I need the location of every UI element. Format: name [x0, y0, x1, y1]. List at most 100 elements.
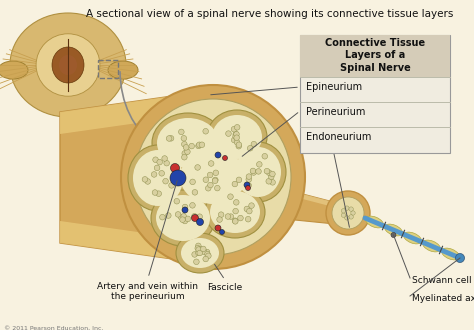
Circle shape [203, 256, 209, 262]
Circle shape [246, 182, 251, 188]
Circle shape [170, 170, 186, 186]
Circle shape [212, 178, 218, 183]
Circle shape [181, 136, 187, 141]
Polygon shape [295, 192, 345, 225]
Circle shape [233, 134, 239, 140]
Polygon shape [60, 90, 215, 134]
Ellipse shape [36, 34, 100, 96]
Circle shape [153, 157, 158, 162]
Circle shape [234, 131, 239, 137]
Ellipse shape [180, 150, 246, 204]
Ellipse shape [442, 248, 459, 260]
Circle shape [255, 169, 261, 174]
Circle shape [159, 171, 164, 176]
Text: © 2011 Pearson Education, Inc.: © 2011 Pearson Education, Inc. [4, 326, 103, 330]
Circle shape [226, 131, 231, 136]
Text: Fascicle: Fascicle [207, 283, 243, 292]
Circle shape [215, 185, 220, 191]
Circle shape [166, 136, 172, 141]
Circle shape [208, 182, 213, 188]
Circle shape [196, 143, 201, 149]
Circle shape [391, 233, 396, 238]
Circle shape [231, 137, 237, 143]
Circle shape [270, 180, 275, 185]
Circle shape [345, 206, 349, 210]
Circle shape [236, 142, 242, 148]
Circle shape [231, 126, 237, 132]
Circle shape [192, 252, 197, 257]
Text: Schwann cell: Schwann cell [412, 276, 472, 285]
Circle shape [264, 168, 270, 174]
Ellipse shape [108, 61, 138, 79]
Ellipse shape [152, 113, 224, 173]
Circle shape [178, 214, 184, 220]
Circle shape [197, 142, 202, 148]
Circle shape [152, 190, 158, 195]
Circle shape [349, 215, 353, 219]
Circle shape [228, 194, 233, 199]
Text: Artery and vein within
the perineurium: Artery and vein within the perineurium [98, 282, 199, 301]
Circle shape [270, 171, 275, 177]
Circle shape [182, 218, 188, 224]
Circle shape [160, 214, 165, 220]
Circle shape [207, 172, 213, 178]
Circle shape [233, 218, 238, 224]
Circle shape [189, 143, 194, 149]
Ellipse shape [176, 233, 224, 273]
Circle shape [233, 131, 238, 137]
Polygon shape [60, 221, 215, 265]
Ellipse shape [10, 13, 126, 117]
Circle shape [341, 209, 346, 213]
Circle shape [162, 156, 167, 161]
Circle shape [222, 155, 228, 160]
Ellipse shape [151, 190, 215, 246]
Circle shape [205, 251, 210, 257]
Circle shape [169, 182, 174, 188]
Ellipse shape [128, 145, 188, 211]
Ellipse shape [235, 147, 281, 197]
Circle shape [262, 153, 267, 159]
Circle shape [215, 225, 221, 231]
Circle shape [237, 215, 243, 221]
Ellipse shape [326, 191, 370, 235]
Text: Myelinated axon: Myelinated axon [412, 294, 474, 303]
Circle shape [234, 135, 239, 141]
Ellipse shape [205, 186, 265, 238]
Circle shape [201, 246, 206, 252]
Text: A sectional view of a spinal nerve showing its connective tissue layers: A sectional view of a spinal nerve showi… [86, 9, 454, 19]
Circle shape [180, 216, 186, 222]
Circle shape [180, 217, 185, 222]
Circle shape [244, 206, 250, 212]
Circle shape [154, 165, 160, 171]
Circle shape [190, 179, 195, 185]
Circle shape [205, 185, 211, 191]
Bar [300, 35, 450, 153]
Circle shape [234, 140, 240, 145]
Text: Endoneurium: Endoneurium [306, 132, 371, 142]
Bar [98, 60, 118, 78]
Circle shape [179, 129, 184, 135]
Circle shape [196, 247, 201, 252]
Circle shape [234, 200, 239, 205]
Circle shape [233, 208, 238, 214]
Circle shape [249, 203, 255, 209]
Ellipse shape [121, 85, 305, 269]
Circle shape [198, 247, 203, 252]
Circle shape [174, 198, 180, 204]
Circle shape [228, 214, 234, 219]
Circle shape [206, 253, 211, 259]
Circle shape [203, 128, 209, 134]
Circle shape [349, 207, 353, 211]
Circle shape [250, 168, 256, 174]
Circle shape [199, 142, 205, 148]
Circle shape [215, 152, 221, 158]
Circle shape [204, 249, 210, 255]
Circle shape [163, 179, 168, 184]
Circle shape [197, 214, 202, 219]
Circle shape [168, 136, 174, 141]
Circle shape [234, 124, 240, 130]
Polygon shape [295, 192, 345, 210]
Circle shape [232, 181, 237, 187]
Circle shape [201, 249, 207, 255]
Ellipse shape [135, 99, 291, 255]
